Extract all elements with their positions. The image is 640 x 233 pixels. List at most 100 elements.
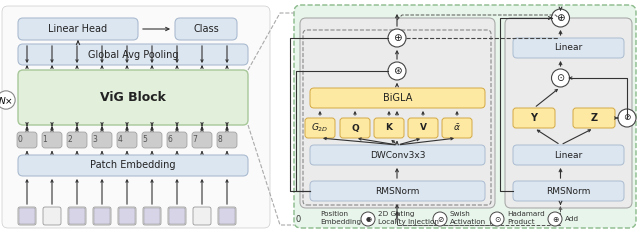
Text: 4: 4 bbox=[118, 136, 122, 144]
Text: 6: 6 bbox=[168, 136, 172, 144]
Text: 2: 2 bbox=[68, 136, 72, 144]
Text: 8: 8 bbox=[218, 136, 222, 144]
FancyBboxPatch shape bbox=[92, 132, 112, 148]
FancyBboxPatch shape bbox=[93, 207, 111, 225]
FancyBboxPatch shape bbox=[168, 207, 186, 225]
FancyBboxPatch shape bbox=[310, 181, 485, 201]
FancyBboxPatch shape bbox=[42, 132, 62, 148]
Text: ⊛: ⊛ bbox=[392, 66, 401, 76]
FancyBboxPatch shape bbox=[217, 132, 237, 148]
Text: Embedding: Embedding bbox=[320, 219, 361, 225]
Text: ViG Block: ViG Block bbox=[100, 91, 166, 104]
FancyBboxPatch shape bbox=[18, 155, 248, 176]
Text: Class: Class bbox=[193, 24, 219, 34]
FancyBboxPatch shape bbox=[2, 6, 270, 228]
Text: Linear Head: Linear Head bbox=[49, 24, 108, 34]
FancyBboxPatch shape bbox=[94, 208, 110, 224]
Text: Patch Embedding: Patch Embedding bbox=[90, 161, 176, 171]
FancyBboxPatch shape bbox=[68, 207, 86, 225]
FancyBboxPatch shape bbox=[117, 132, 137, 148]
Text: ⊘: ⊘ bbox=[437, 215, 443, 223]
Text: ⊙: ⊙ bbox=[556, 73, 564, 83]
Text: $N$$\times$: $N$$\times$ bbox=[0, 95, 13, 106]
Text: 1: 1 bbox=[43, 136, 47, 144]
FancyBboxPatch shape bbox=[408, 118, 438, 138]
FancyBboxPatch shape bbox=[18, 44, 248, 65]
Text: 0: 0 bbox=[296, 215, 301, 223]
FancyBboxPatch shape bbox=[310, 145, 485, 165]
FancyBboxPatch shape bbox=[294, 5, 636, 228]
FancyBboxPatch shape bbox=[18, 70, 248, 125]
Text: RMSNorm: RMSNorm bbox=[547, 186, 591, 195]
Text: 2D Gating: 2D Gating bbox=[378, 211, 415, 217]
Text: ⊕: ⊕ bbox=[365, 215, 371, 223]
FancyBboxPatch shape bbox=[305, 118, 335, 138]
FancyBboxPatch shape bbox=[69, 208, 85, 224]
Text: ⊕: ⊕ bbox=[556, 13, 565, 23]
Text: Hadamard: Hadamard bbox=[507, 211, 545, 217]
Text: Z: Z bbox=[591, 113, 598, 123]
Text: RMSNorm: RMSNorm bbox=[375, 186, 420, 195]
FancyBboxPatch shape bbox=[513, 145, 624, 165]
Text: K: K bbox=[385, 123, 392, 133]
Text: Linear: Linear bbox=[554, 151, 582, 160]
Text: 3: 3 bbox=[93, 136, 97, 144]
Text: ⊕: ⊕ bbox=[392, 33, 401, 43]
FancyBboxPatch shape bbox=[144, 208, 160, 224]
FancyBboxPatch shape bbox=[67, 132, 87, 148]
Circle shape bbox=[548, 212, 562, 226]
Text: Q: Q bbox=[351, 123, 359, 133]
FancyBboxPatch shape bbox=[300, 18, 495, 208]
Text: DWConv3x3: DWConv3x3 bbox=[370, 151, 425, 160]
Circle shape bbox=[433, 212, 447, 226]
FancyBboxPatch shape bbox=[175, 18, 237, 40]
FancyBboxPatch shape bbox=[505, 18, 632, 208]
FancyBboxPatch shape bbox=[193, 207, 211, 225]
FancyBboxPatch shape bbox=[310, 88, 485, 108]
Text: Product: Product bbox=[507, 219, 534, 225]
Text: $G_{2D}$: $G_{2D}$ bbox=[311, 122, 329, 134]
Text: $\bar{\alpha}$: $\bar{\alpha}$ bbox=[453, 123, 461, 134]
FancyBboxPatch shape bbox=[18, 207, 36, 225]
Text: Position: Position bbox=[320, 211, 348, 217]
Text: Linear: Linear bbox=[554, 44, 582, 52]
FancyBboxPatch shape bbox=[143, 207, 161, 225]
Text: ⊕: ⊕ bbox=[552, 215, 558, 223]
FancyBboxPatch shape bbox=[513, 108, 555, 128]
FancyBboxPatch shape bbox=[142, 132, 162, 148]
FancyBboxPatch shape bbox=[169, 208, 185, 224]
Text: V: V bbox=[419, 123, 426, 133]
FancyBboxPatch shape bbox=[192, 132, 212, 148]
FancyBboxPatch shape bbox=[43, 207, 61, 225]
Text: 7: 7 bbox=[193, 136, 197, 144]
Text: ⊘: ⊘ bbox=[623, 113, 631, 123]
Text: Locality Injection: Locality Injection bbox=[378, 219, 439, 225]
Text: 5: 5 bbox=[143, 136, 147, 144]
FancyBboxPatch shape bbox=[442, 118, 472, 138]
FancyBboxPatch shape bbox=[167, 132, 187, 148]
FancyBboxPatch shape bbox=[219, 208, 235, 224]
Circle shape bbox=[552, 69, 570, 87]
Circle shape bbox=[388, 29, 406, 47]
FancyBboxPatch shape bbox=[513, 38, 624, 58]
Text: BiGLA: BiGLA bbox=[383, 93, 412, 103]
FancyBboxPatch shape bbox=[18, 18, 138, 40]
Text: Activation: Activation bbox=[450, 219, 486, 225]
FancyBboxPatch shape bbox=[118, 207, 136, 225]
FancyBboxPatch shape bbox=[17, 132, 37, 148]
Text: Add: Add bbox=[565, 216, 579, 222]
FancyBboxPatch shape bbox=[19, 208, 35, 224]
Circle shape bbox=[552, 9, 570, 27]
Text: Global Avg Pooling: Global Avg Pooling bbox=[88, 49, 179, 59]
Circle shape bbox=[361, 212, 375, 226]
Text: 0: 0 bbox=[17, 136, 22, 144]
FancyBboxPatch shape bbox=[119, 208, 135, 224]
FancyBboxPatch shape bbox=[374, 118, 404, 138]
Text: Swish: Swish bbox=[450, 211, 471, 217]
FancyBboxPatch shape bbox=[573, 108, 615, 128]
FancyBboxPatch shape bbox=[513, 181, 624, 201]
Circle shape bbox=[388, 62, 406, 80]
Circle shape bbox=[618, 109, 636, 127]
FancyBboxPatch shape bbox=[218, 207, 236, 225]
FancyBboxPatch shape bbox=[340, 118, 370, 138]
